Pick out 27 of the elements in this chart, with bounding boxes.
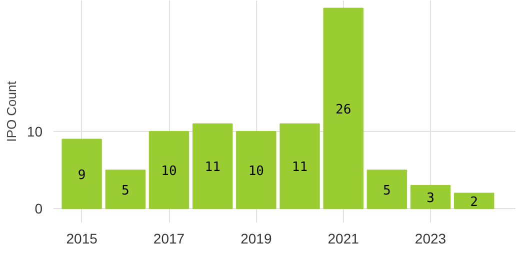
bar bbox=[192, 123, 233, 210]
x-tick-label: 2017 bbox=[153, 230, 185, 246]
bar bbox=[410, 185, 451, 210]
data-label: 5 bbox=[122, 183, 130, 198]
y-axis-title: IPO Count bbox=[4, 80, 19, 142]
y-tick-label: 0 bbox=[34, 200, 43, 217]
x-tick-label: 2021 bbox=[328, 230, 360, 246]
bar bbox=[280, 123, 320, 210]
bar bbox=[323, 8, 364, 210]
x-tick-label: 2023 bbox=[414, 230, 446, 246]
x-tick-label: 2015 bbox=[66, 230, 98, 246]
bar bbox=[62, 138, 102, 210]
data-label: 26 bbox=[336, 102, 352, 118]
data-label: 11 bbox=[204, 160, 220, 176]
data-label: 5 bbox=[383, 183, 391, 198]
data-label: 11 bbox=[292, 160, 308, 176]
data-label: 3 bbox=[426, 191, 434, 206]
bar bbox=[236, 131, 276, 210]
data-label: 10 bbox=[248, 164, 264, 180]
data-label: 2 bbox=[470, 194, 478, 210]
bar bbox=[148, 131, 190, 210]
bar bbox=[105, 170, 146, 210]
bar bbox=[454, 192, 494, 210]
data-label: 9 bbox=[78, 168, 86, 183]
x-tick-label: 2019 bbox=[240, 230, 272, 246]
data-label: 10 bbox=[161, 164, 177, 180]
bar bbox=[366, 170, 408, 210]
